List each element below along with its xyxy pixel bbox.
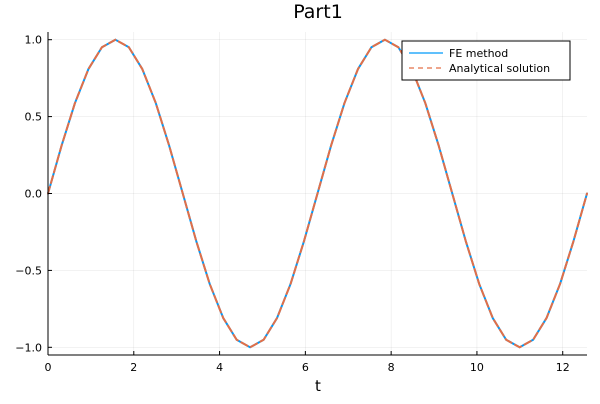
series-line-analytical-solution — [47, 38, 588, 349]
x-tick-label: 0 — [45, 361, 52, 374]
legend: FE method Analytical solution — [401, 40, 571, 81]
legend-label-analytical-solution: Analytical solution — [449, 62, 550, 75]
y-tick-label: −0.5 — [15, 264, 42, 277]
y-tick-label: 0.5 — [25, 111, 43, 124]
x-tick-label: 12 — [556, 361, 570, 374]
axes — [47, 32, 587, 356]
x-tick-label: 10 — [470, 361, 484, 374]
x-axis-label: t — [315, 377, 321, 395]
x-tick-label: 2 — [130, 361, 137, 374]
legend-box — [401, 40, 571, 81]
y-tick-label: 1.0 — [25, 34, 43, 47]
x-tick-label: 4 — [216, 361, 223, 374]
y-tick-label: 0.0 — [25, 188, 43, 201]
legend-label-fe-method: FE method — [449, 47, 508, 60]
x-tick-label: 6 — [302, 361, 309, 374]
grid — [47, 32, 587, 355]
y-tick-label: −1.0 — [15, 341, 42, 354]
x-tick-label: 8 — [388, 361, 395, 374]
series-lines — [47, 38, 588, 349]
chart-title: Part1 — [293, 1, 343, 23]
tick-labels: 0 2 4 6 8 10 12 −1.0 −0.5 0.0 0.5 1.0 — [15, 34, 569, 374]
